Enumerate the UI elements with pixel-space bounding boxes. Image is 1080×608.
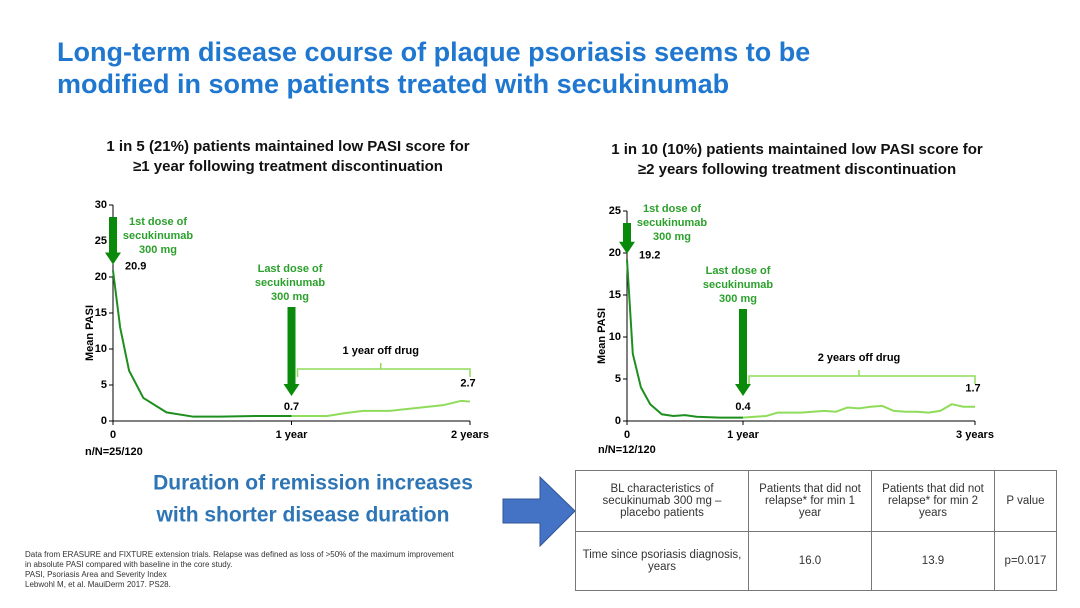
y-tick-label: 20 [609,247,621,259]
footnote: PASI, Psoriasis Area and Severity Index [25,570,167,579]
callout-text: with shorter disease duration [156,504,450,527]
x-tick-label: 3 years [956,429,994,441]
y-tick-label: 0 [101,415,107,427]
header-cell: BL characteristics of secukinumab 300 mg… [575,470,749,532]
y-tick-label: 15 [609,289,621,301]
line [742,403,975,419]
data-label: 1.7 [965,383,980,395]
annotation: 300 mg [719,293,757,305]
line [112,270,292,418]
annotation: secukinumab [703,279,774,291]
dose-arrow [619,223,635,254]
line [626,259,743,419]
slide-title: Long-term disease course of plaque psori… [57,36,810,100]
annotation: 1st dose of [643,203,701,215]
data-label: 0.7 [284,401,299,413]
y-tick-label: 20 [95,271,107,283]
y-axis-label: Mean PASI [84,305,96,361]
x-tick-label: 2 years [451,429,489,441]
callout-text: Duration of remission increases [153,472,473,495]
line [291,399,471,417]
footnote: Data from ERASURE and FIXTURE extension … [25,550,454,559]
annotation: 2 years off drug [818,352,901,364]
y-tick-label: 0 [615,415,621,427]
y-tick-label: 25 [609,205,621,217]
annotation: 300 mg [271,291,309,303]
x-tick-label: 1 year [727,429,760,441]
annotation: Last dose of [258,263,323,275]
chart-title: ≥2 years following treatment discontinua… [638,161,956,178]
y-tick-label: 25 [95,235,107,247]
off-drug-bracket [748,370,976,384]
header-cell: P value [994,470,1057,532]
dose-arrow [105,217,121,265]
cell: p=0.017 [994,531,1057,591]
x-tick-label: 0 [110,429,116,441]
annotation: secukinumab [255,277,326,289]
table: BL characteristics of secukinumab 300 mg… [575,470,1057,591]
off-drug-bracket [296,363,471,377]
x-tick-label: 1 year [276,429,309,441]
cell: 13.9 [871,531,995,591]
data-label: 0.4 [735,401,751,413]
annotation: 300 mg [139,244,177,256]
title-line: Long-term disease course of plaque psori… [57,37,811,67]
chart-title: 1 in 5 (21%) patients maintained low PAS… [106,138,469,155]
annotation: secukinumab [123,230,194,242]
sample-size: n/N=12/120 [598,444,656,456]
annotation: 1st dose of [129,216,187,228]
sample-size: n/N=25/120 [85,446,143,458]
title-line: modified in some patients treated with s… [57,69,730,99]
y-tick-label: 15 [95,307,107,319]
footnote: in absolute PASI compared with baseline … [25,560,233,569]
data-label: 2.7 [460,377,475,389]
annotation: 300 mg [653,231,691,243]
cell: Time since psoriasis diagnosis, years [575,531,749,591]
data-label: 19.2 [639,250,660,262]
header-cell: Patients that did not relapse* for min 2… [871,470,995,532]
footnote: Lebwohl M, et al. MauiDerm 2017. PS28. [25,580,171,589]
y-tick-label: 5 [101,379,107,391]
dose-arrow [283,307,300,396]
y-tick-label: 5 [615,373,621,385]
header-cell: Patients that did not relapse* for min 1… [748,470,872,532]
chart-title: ≥1 year following treatment discontinuat… [133,158,443,175]
annotation: 1 year off drug [343,345,419,357]
dose-arrow [735,309,751,396]
y-axis-label: Mean PASI [596,308,608,364]
y-tick-label: 10 [609,331,621,343]
footnotes: Data from ERASURE and FIXTURE extension … [25,550,454,590]
cell: 16.0 [748,531,872,591]
callout-arrow [502,475,576,548]
x-tick-label: 0 [624,429,630,441]
chart-title: 1 in 10 (10%) patients maintained low PA… [611,141,983,158]
annotation: Last dose of [706,265,771,277]
data-label: 20.9 [125,260,146,272]
y-tick-label: 10 [95,343,107,355]
y-tick-label: 30 [95,199,107,211]
annotation: secukinumab [637,217,708,229]
